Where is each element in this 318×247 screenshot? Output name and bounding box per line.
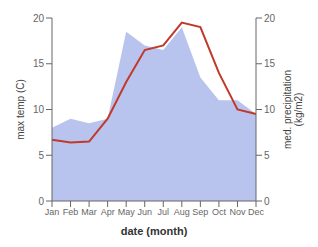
svg-text:Oct: Oct bbox=[212, 207, 227, 217]
svg-text:10: 10 bbox=[264, 104, 276, 115]
svg-text:Jun: Jun bbox=[137, 207, 152, 217]
svg-text:10: 10 bbox=[33, 104, 45, 115]
svg-text:20: 20 bbox=[33, 13, 45, 24]
svg-text:5: 5 bbox=[264, 150, 270, 161]
svg-text:date (month): date (month) bbox=[121, 225, 188, 237]
svg-text:May: May bbox=[118, 207, 136, 217]
svg-text:Jul: Jul bbox=[158, 207, 170, 217]
svg-text:med. precipitation: med. precipitation bbox=[282, 70, 293, 149]
svg-text:Jan: Jan bbox=[45, 207, 60, 217]
svg-text:Nov: Nov bbox=[229, 207, 246, 217]
svg-text:Feb: Feb bbox=[63, 207, 79, 217]
svg-text:max temp (C): max temp (C) bbox=[15, 79, 26, 140]
svg-text:Sep: Sep bbox=[192, 207, 208, 217]
svg-text:Apr: Apr bbox=[101, 207, 115, 217]
svg-text:(kg/m2): (kg/m2) bbox=[293, 93, 304, 127]
svg-text:Dec: Dec bbox=[248, 207, 265, 217]
svg-text:5: 5 bbox=[38, 150, 44, 161]
svg-text:15: 15 bbox=[33, 58, 45, 69]
svg-text:Mar: Mar bbox=[81, 207, 97, 217]
svg-text:0: 0 bbox=[38, 196, 44, 207]
svg-text:15: 15 bbox=[264, 58, 276, 69]
svg-text:0: 0 bbox=[264, 196, 270, 207]
svg-text:Aug: Aug bbox=[174, 207, 190, 217]
svg-text:20: 20 bbox=[264, 13, 276, 24]
